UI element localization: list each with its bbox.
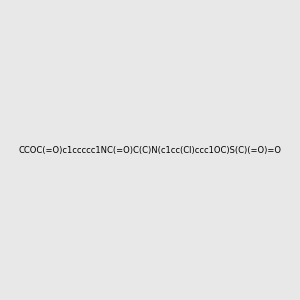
Text: CCOC(=O)c1ccccc1NC(=O)C(C)N(c1cc(Cl)ccc1OC)S(C)(=O)=O: CCOC(=O)c1ccccc1NC(=O)C(C)N(c1cc(Cl)ccc1… [19,146,281,154]
